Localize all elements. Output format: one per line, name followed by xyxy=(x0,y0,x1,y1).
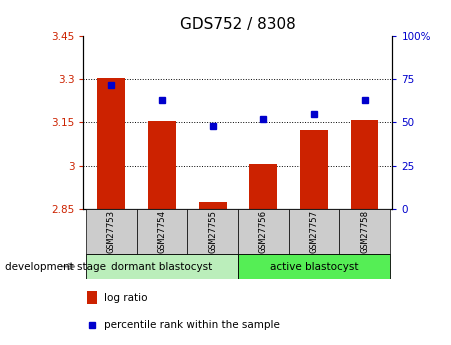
Bar xyxy=(350,120,378,209)
Text: GSM27756: GSM27756 xyxy=(259,210,268,253)
Bar xyxy=(87,291,97,304)
FancyBboxPatch shape xyxy=(86,209,137,254)
Text: GSM27757: GSM27757 xyxy=(309,210,318,253)
FancyBboxPatch shape xyxy=(238,254,390,279)
Text: GSM27753: GSM27753 xyxy=(107,210,116,253)
Bar xyxy=(300,130,328,209)
Bar xyxy=(148,121,176,209)
FancyBboxPatch shape xyxy=(86,254,238,279)
Text: percentile rank within the sample: percentile rank within the sample xyxy=(104,320,279,330)
Text: GSM27758: GSM27758 xyxy=(360,210,369,253)
Title: GDS752 / 8308: GDS752 / 8308 xyxy=(180,17,296,32)
Bar xyxy=(249,164,277,209)
FancyBboxPatch shape xyxy=(238,209,289,254)
Bar xyxy=(198,201,226,209)
FancyBboxPatch shape xyxy=(137,209,187,254)
Text: dormant blastocyst: dormant blastocyst xyxy=(111,262,212,272)
Bar xyxy=(97,78,125,209)
FancyBboxPatch shape xyxy=(289,209,339,254)
Text: development stage: development stage xyxy=(5,262,106,272)
Text: log ratio: log ratio xyxy=(104,293,147,303)
FancyBboxPatch shape xyxy=(339,209,390,254)
Text: active blastocyst: active blastocyst xyxy=(270,262,358,272)
Text: GSM27755: GSM27755 xyxy=(208,210,217,253)
Text: GSM27754: GSM27754 xyxy=(157,210,166,253)
FancyBboxPatch shape xyxy=(187,209,238,254)
